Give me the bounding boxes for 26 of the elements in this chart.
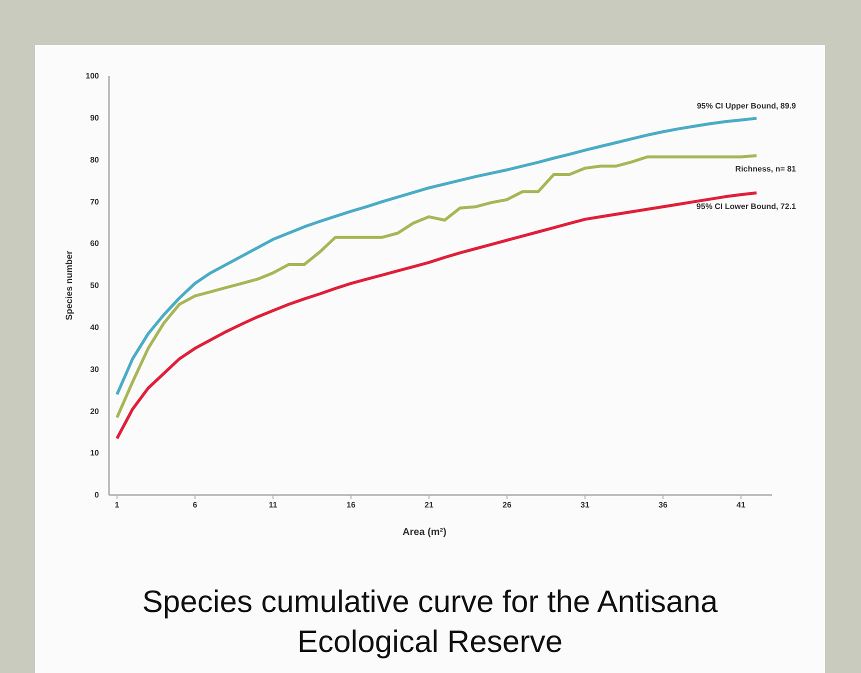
x-tick-label: 26 bbox=[502, 500, 512, 510]
text: Species cumulative curve for the Antisana Ecological Reserve bbox=[142, 584, 719, 659]
x-tick-label: 31 bbox=[580, 500, 590, 510]
y-tick-label: 70 bbox=[90, 197, 100, 206]
x-tick-label: 6 bbox=[192, 500, 198, 510]
annotation: 95% CI Lower Bound, 72.1 bbox=[696, 202, 797, 211]
y-tick-label: 0 bbox=[94, 490, 100, 500]
y-tick-label: 60 bbox=[90, 239, 100, 248]
annotation: 95% CI Upper Bound, 89.9 bbox=[696, 101, 797, 110]
y-tick-label: 90 bbox=[90, 113, 100, 122]
x-tick-label: 41 bbox=[736, 500, 746, 510]
y-tick-label: 50 bbox=[90, 281, 100, 290]
x-tick-label: 1 bbox=[114, 500, 120, 510]
annotation: Richness, n= 81 bbox=[735, 164, 797, 174]
y-tick-label: 30 bbox=[90, 364, 100, 374]
x-tick-label: 11 bbox=[268, 500, 278, 510]
y-tick-label: 100 bbox=[86, 72, 100, 81]
y-tick-label: 10 bbox=[90, 448, 100, 458]
x-tick-label: 36 bbox=[658, 500, 668, 510]
y-tick-label: 20 bbox=[90, 406, 100, 416]
x-tick-label: 16 bbox=[346, 500, 356, 510]
x-axis-title: Area (m²) bbox=[402, 527, 446, 538]
x-tick-label: 21 bbox=[424, 500, 434, 510]
y-tick-label: 80 bbox=[90, 155, 100, 164]
y-tick-label: 40 bbox=[90, 322, 100, 332]
y-axis-title: Species number bbox=[64, 250, 74, 320]
